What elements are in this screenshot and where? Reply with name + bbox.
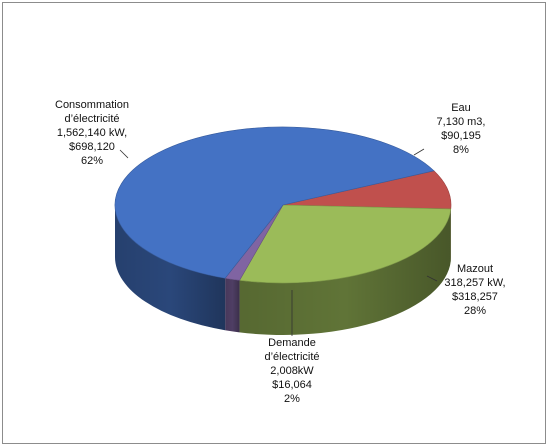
leader-line-consommation	[119, 149, 129, 159]
slice-label-line: 2%	[284, 393, 300, 405]
slice-label-line: 7,130 m3,	[437, 116, 486, 128]
slice-label-line: 318,257 kW,	[444, 277, 505, 289]
pie-side-shade-demande	[225, 278, 240, 333]
slice-label-consommation: Consommation d’électricité 1,562,140 kW, $6…	[55, 99, 129, 167]
pie-slice-consommation	[114, 126, 435, 279]
slice-label-line: d’électricité	[64, 113, 119, 125]
slice-label-line: $318,257	[452, 291, 498, 303]
pie-side-shade-consommation	[115, 205, 226, 331]
slice-label-line: $698,120	[69, 141, 115, 153]
slice-label-line: $16,064	[272, 379, 312, 391]
slice-label-line: 28%	[464, 305, 486, 317]
slice-label-line: Eau	[451, 102, 471, 114]
slice-label-line: 2,008kW	[270, 365, 314, 377]
slice-label-line: Demande	[268, 337, 316, 349]
leader-line-eau	[413, 148, 425, 156]
slice-label-line: 62%	[81, 155, 103, 167]
slice-label-line: 8%	[453, 144, 469, 156]
slice-label-demande: Demande d’électricité 2,008kW $16,064 2%	[264, 337, 319, 405]
slice-label-line: Mazout	[457, 263, 493, 275]
slice-label-line: $90,195	[441, 130, 481, 142]
leader-line-mazout	[426, 275, 438, 282]
slice-label-line: d’électricité	[264, 351, 319, 363]
slice-label-mazout: Mazout 318,257 kW, $318,257 28%	[444, 263, 505, 317]
slice-label-line: 1,562,140 kW,	[57, 127, 127, 139]
slice-label-line: Consommation	[55, 99, 129, 111]
slice-label-eau: Eau 7,130 m3, $90,195 8%	[437, 102, 486, 156]
pie-slice-mazout	[239, 204, 452, 284]
